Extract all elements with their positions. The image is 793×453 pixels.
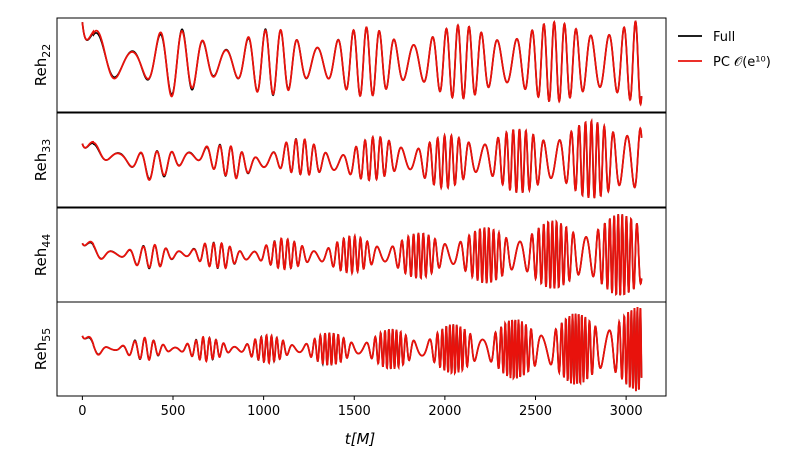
x-tick-label: 500 — [161, 404, 186, 419]
series-line-h22-pc — [81, 20, 643, 107]
panels-group: Reh22 Reh33 Reh44 Reh55 — [32, 17, 667, 397]
legend-label: Full — [713, 30, 735, 45]
series-line-h55-pc — [81, 306, 643, 392]
x-tick-label: 1000 — [247, 404, 280, 419]
legend: Full PC 𝒪(e¹⁰) — [678, 30, 771, 70]
panel-frame — [56, 112, 667, 208]
x-tick-label: 1500 — [338, 404, 371, 419]
legend-label: PC 𝒪(e¹⁰) — [713, 55, 771, 70]
x-tick-label: 2500 — [519, 404, 552, 419]
panel-frame — [56, 301, 667, 397]
y-axis-label-h55: Reh55 — [32, 328, 53, 370]
series-line-h33-full — [81, 118, 643, 199]
x-tick-label: 0 — [78, 404, 86, 419]
series-line-h33-pc — [81, 117, 643, 199]
y-axis-label-h22: Reh22 — [32, 44, 53, 86]
x-axis: 0 500 1000 1500 2000 2500 3000 — [78, 396, 643, 419]
panel-h22: Reh22 — [32, 17, 667, 113]
x-tick-label: 2000 — [428, 404, 461, 419]
panel-h33: Reh33 — [32, 112, 667, 208]
y-axis-label-h33: Reh33 — [32, 139, 53, 181]
x-axis-label: t[M] — [345, 430, 376, 448]
panel-h44: Reh44 — [32, 207, 667, 303]
y-axis-label-h44: Reh44 — [32, 234, 53, 276]
panel-h55: Reh55 — [32, 301, 667, 397]
series-line-h44-pc — [81, 214, 643, 297]
panel-frame — [56, 17, 667, 113]
x-tick-label: 3000 — [610, 404, 643, 419]
